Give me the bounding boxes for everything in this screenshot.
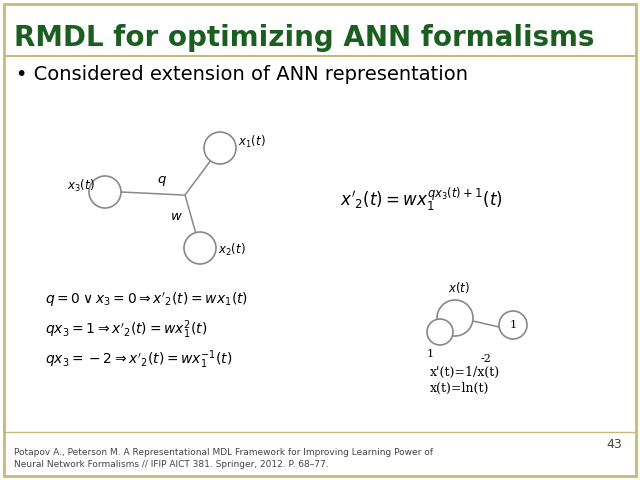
Text: $x_1(t)$: $x_1(t)$: [238, 134, 266, 150]
Circle shape: [437, 300, 473, 336]
Text: $qx_3 = -2 \Rightarrow x'_2(t) = wx_1^{-1}(t)$: $qx_3 = -2 \Rightarrow x'_2(t) = wx_1^{-…: [45, 348, 232, 372]
Circle shape: [499, 311, 527, 339]
Text: RMDL for optimizing ANN formalisms: RMDL for optimizing ANN formalisms: [14, 24, 595, 52]
Text: $w$: $w$: [170, 211, 183, 224]
Circle shape: [204, 132, 236, 164]
Text: $x_3(t)$: $x_3(t)$: [67, 178, 95, 194]
Text: $x(t)$: $x(t)$: [448, 280, 470, 295]
Text: 1: 1: [509, 320, 516, 330]
Text: 1: 1: [426, 349, 433, 359]
Circle shape: [427, 319, 453, 345]
Text: -2: -2: [481, 354, 492, 364]
Circle shape: [89, 176, 121, 208]
Text: 43: 43: [606, 437, 622, 451]
Text: $x'_2(t) = wx_1^{qx_3(t)+1}(t)$: $x'_2(t) = wx_1^{qx_3(t)+1}(t)$: [340, 186, 503, 214]
Text: • Considered extension of ANN representation: • Considered extension of ANN representa…: [16, 65, 468, 84]
Circle shape: [184, 232, 216, 264]
Text: $qx_3 = 1 \Rightarrow x'_2(t) = wx_1^2(t)$: $qx_3 = 1 \Rightarrow x'_2(t) = wx_1^2(t…: [45, 319, 207, 341]
Text: x'(t)=1/x(t): x'(t)=1/x(t): [430, 365, 500, 379]
Text: $x_2(t)$: $x_2(t)$: [218, 242, 246, 258]
Text: $q = 0 \vee x_3 = 0 \Rightarrow x'_2(t) = wx_1(t)$: $q = 0 \vee x_3 = 0 \Rightarrow x'_2(t) …: [45, 291, 248, 309]
Text: $q$: $q$: [157, 174, 167, 188]
Text: x(t)=ln(t): x(t)=ln(t): [430, 382, 490, 395]
Text: Potapov A., Peterson M. A Representational MDL Framework for Improving Learning : Potapov A., Peterson M. A Representation…: [14, 448, 433, 469]
